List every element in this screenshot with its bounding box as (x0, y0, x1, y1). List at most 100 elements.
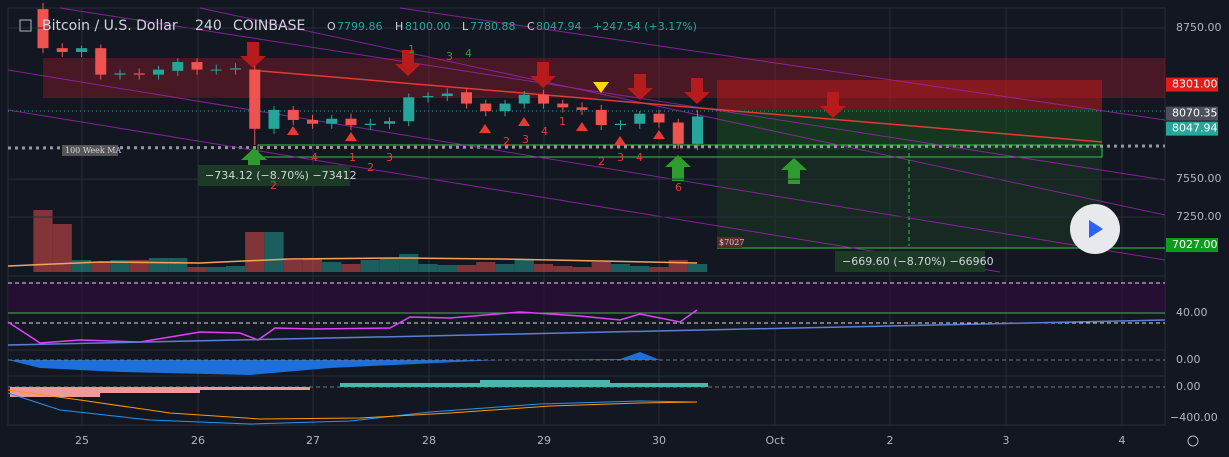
candle-body (307, 119, 318, 124)
candle-body (249, 69, 261, 129)
low-value: 7780.88 (470, 20, 516, 33)
ma-label: 100 Week MA (65, 146, 121, 155)
volume-bar (168, 258, 188, 272)
volume-bar (630, 266, 650, 272)
candle-body (76, 48, 87, 52)
volume-bar (418, 264, 438, 272)
td-label: 4 (636, 151, 643, 164)
volume-bar (437, 265, 457, 272)
volume-bar (110, 260, 130, 272)
volume-bar (322, 262, 342, 272)
y-tick-label: 7550.00 (1176, 172, 1222, 185)
x-tick-label: 3 (1003, 434, 1010, 447)
high-value: 8100.00 (405, 20, 451, 33)
x-tick-label: 2 (887, 434, 894, 447)
price-tag (1166, 121, 1218, 136)
candle-body (133, 73, 145, 75)
volume-bar (495, 264, 515, 272)
volume-bar (399, 254, 419, 272)
volume-bar (456, 265, 477, 272)
candle-body (210, 69, 222, 71)
candle-body (672, 122, 684, 144)
candle-body (172, 62, 184, 71)
measure-text: −669.60 (−8.70%) −66960 (842, 255, 994, 268)
candle-body (480, 103, 492, 112)
volume-bar (341, 264, 361, 272)
td-label: 1 (349, 151, 356, 164)
td-label: 6 (675, 181, 682, 194)
change: +247.54 (+3.17%) (593, 20, 697, 33)
candle-body (364, 123, 376, 126)
candle-body (345, 118, 357, 126)
volume-bar (553, 266, 573, 272)
volume-bar (225, 266, 246, 272)
td-label: 3 (446, 50, 453, 63)
volume-bar (610, 264, 631, 272)
td-label: 4 (465, 47, 472, 60)
td-label: 2 (503, 135, 510, 148)
target-label: $7027 (719, 238, 744, 247)
y-tick-label: 7250.00 (1176, 210, 1222, 223)
x-tick-label: 29 (537, 434, 551, 447)
volume-bar (572, 267, 592, 272)
price-tag-label: 8070.35 (1172, 107, 1218, 120)
volume-bar (379, 258, 400, 272)
measure-box (835, 251, 985, 272)
candle-body (692, 116, 703, 144)
x-tick-label: 28 (422, 434, 436, 447)
low-label: L (462, 20, 469, 33)
candle-body (653, 113, 665, 123)
volume-bar (687, 264, 708, 272)
open-label: O (327, 20, 336, 33)
td-label: 2 (270, 179, 277, 192)
volume-bar (514, 260, 534, 272)
indicator-tick: 40.00 (1176, 306, 1208, 319)
volume-bar (649, 267, 669, 272)
td-label: 3 (522, 133, 529, 146)
volume-bar (283, 260, 303, 272)
candle-body (268, 109, 280, 129)
candle-body (538, 94, 549, 104)
td-label: 3 (617, 151, 624, 164)
candle-body (326, 118, 338, 124)
price-tag (1166, 77, 1218, 92)
ma-label-box (62, 145, 118, 156)
volume-bar (302, 259, 323, 272)
play-icon (1089, 220, 1103, 238)
td-label: 3 (386, 151, 393, 164)
symbol: Bitcoin / U.S. Dollar (42, 18, 178, 34)
candle-body (384, 121, 395, 124)
candle-body (95, 48, 107, 75)
volume-bar (91, 262, 111, 272)
candle-body (37, 9, 49, 49)
x-tick-label: Oct (765, 434, 785, 447)
td-label: 2 (598, 155, 605, 168)
target-box (717, 237, 742, 248)
td-label: 1 (559, 115, 566, 128)
volume-bar (33, 210, 53, 272)
price-tag (1166, 106, 1218, 121)
volume-bar (52, 224, 72, 272)
x-tick-label: 26 (191, 434, 205, 447)
td-label: 4 (541, 125, 548, 138)
candle-body (114, 73, 126, 75)
candle-body (153, 69, 164, 75)
high-label: H (395, 20, 403, 33)
settings-icon[interactable] (1187, 435, 1199, 447)
price-tag (1166, 238, 1218, 253)
measure-box (198, 165, 350, 186)
td-label: 1 (408, 43, 415, 56)
indicator-tick: 0.00 (1176, 353, 1201, 366)
candle-body (634, 113, 646, 124)
indicator-tick: −400.00 (1170, 411, 1218, 424)
candle-body (461, 92, 472, 104)
td-label: 2 (367, 161, 374, 174)
candle-body (403, 97, 415, 122)
expand-icon[interactable] (19, 19, 32, 32)
x-tick-label: 30 (652, 434, 666, 447)
indicators (7, 282, 1166, 425)
x-tick-label: 27 (306, 434, 320, 447)
candle-body (287, 109, 299, 120)
price-tag-label: 8301.00 (1172, 78, 1218, 91)
